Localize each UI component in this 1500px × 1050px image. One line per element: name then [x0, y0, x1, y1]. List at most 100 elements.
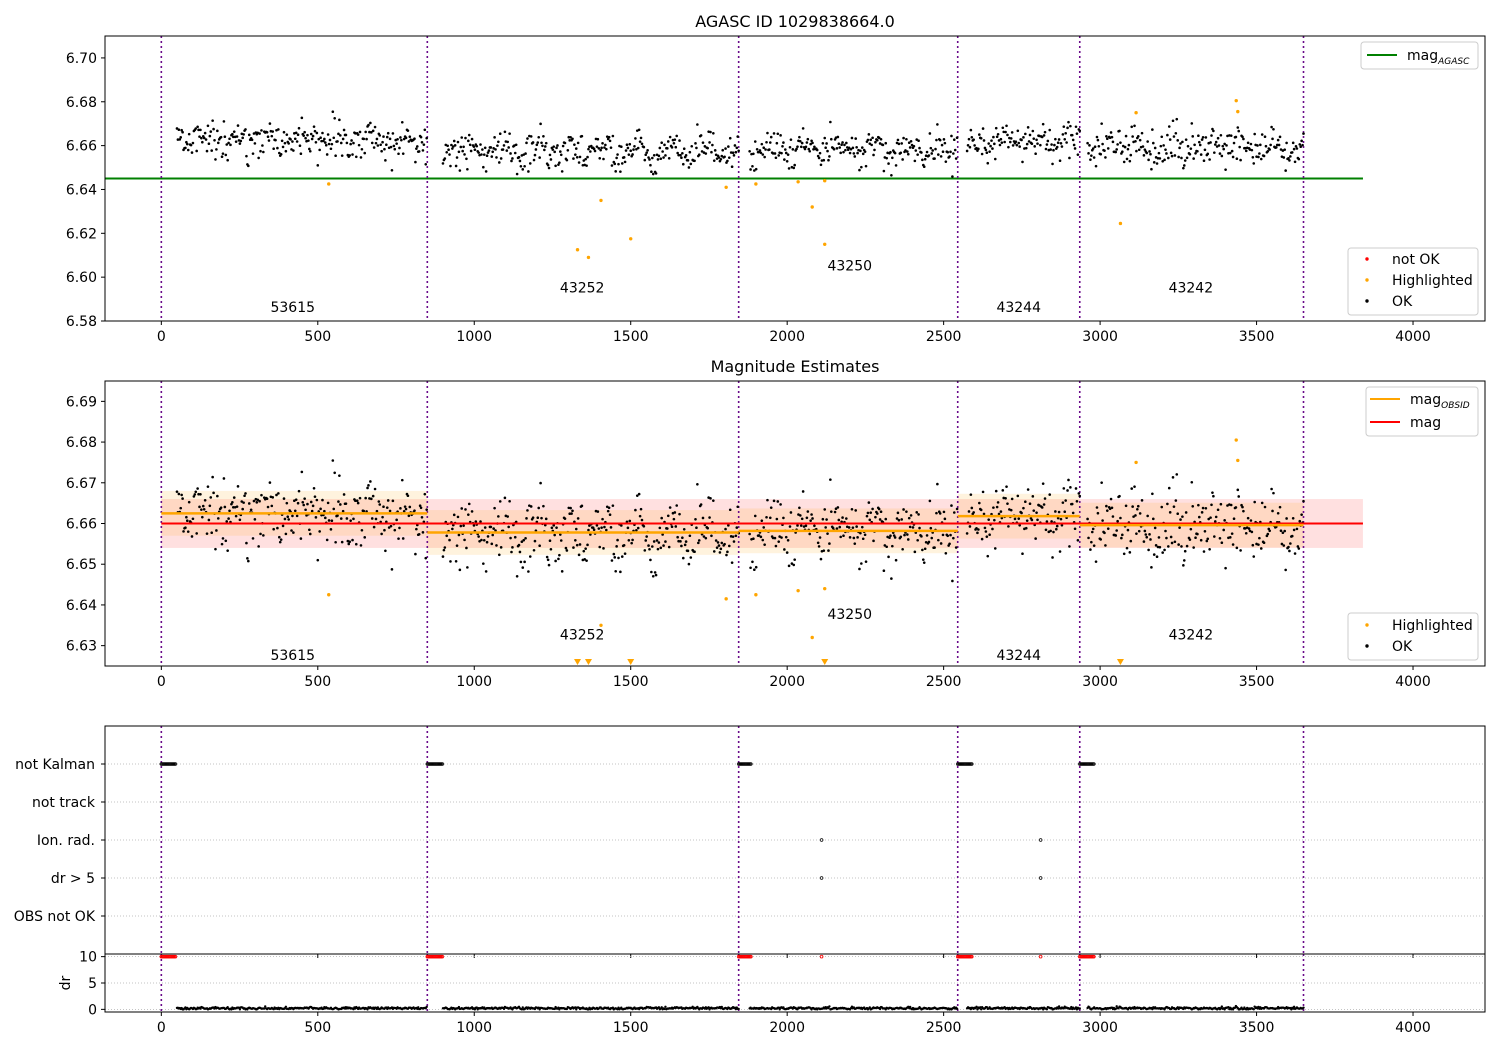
ok-point [521, 566, 525, 569]
ok-point [768, 516, 772, 520]
ok-point [993, 157, 997, 161]
x-tick-label: 1000 [456, 674, 492, 690]
ok-point [766, 131, 769, 135]
ok-point [712, 550, 716, 553]
ok-point [338, 118, 341, 122]
ok-point [986, 161, 990, 165]
ok-point [402, 137, 406, 141]
ok-point [1040, 135, 1044, 139]
offscale-marker [574, 659, 582, 665]
ok-point [1024, 526, 1028, 530]
ok-point [515, 575, 519, 578]
ok-point [819, 557, 823, 561]
ok-point [939, 155, 943, 158]
ok-point [990, 512, 993, 516]
ok-point [768, 141, 772, 144]
ok-point [616, 538, 619, 542]
ok-point [799, 514, 802, 517]
ok-point [1035, 511, 1038, 514]
ok-point [637, 128, 641, 132]
dr-point [737, 1007, 740, 1011]
ok-point [942, 138, 946, 141]
ok-point [1110, 506, 1114, 510]
ok-point [303, 497, 306, 500]
ok-point [949, 533, 952, 537]
ok-point [883, 544, 887, 547]
ok-point [507, 525, 510, 529]
ok-point [754, 565, 758, 569]
ok-point [1048, 128, 1052, 132]
ok-point [1292, 147, 1296, 151]
ok-point [758, 149, 762, 152]
ok-point [559, 153, 563, 157]
dr-point [457, 1005, 461, 1009]
ok-point [775, 141, 779, 145]
ok-point [1244, 531, 1248, 535]
ok-point [1074, 125, 1078, 129]
ok-point [1178, 526, 1181, 529]
ok-point [1214, 515, 1218, 519]
ok-point [249, 508, 253, 512]
ok-point [1124, 504, 1128, 508]
ok-point [219, 135, 223, 139]
ok-point [1017, 517, 1021, 520]
ok-point [1208, 158, 1211, 161]
ok-point [753, 514, 757, 518]
ok-point [356, 501, 360, 505]
ok-point [753, 568, 756, 572]
ok-point [232, 130, 236, 133]
ok-point [875, 512, 879, 515]
ok-point [1138, 512, 1142, 515]
ok-point [1004, 496, 1007, 500]
ok-point [295, 140, 299, 143]
ok-point [457, 150, 461, 154]
ok-point [191, 141, 195, 145]
ok-point [1075, 132, 1079, 135]
ok-point [818, 151, 822, 155]
ok-point [944, 160, 948, 163]
ok-point [342, 493, 346, 496]
ok-point [577, 161, 581, 164]
ok-point [373, 125, 377, 129]
ok-point [381, 515, 384, 519]
ok-point [608, 139, 612, 143]
ok-point [321, 131, 324, 135]
ok-point [1103, 531, 1106, 535]
ok-point [846, 148, 850, 152]
ok-point [331, 459, 335, 462]
ok-point [1127, 143, 1131, 147]
ok-point [536, 141, 540, 144]
ok-point [1069, 486, 1072, 489]
ok-point [539, 122, 542, 126]
ok-point [784, 535, 788, 539]
ok-point [783, 158, 786, 161]
ok-point [674, 145, 678, 149]
ok-point [827, 158, 830, 162]
ok-point [1016, 129, 1020, 133]
ok-point [497, 140, 500, 144]
ok-point [936, 123, 939, 126]
ok-point [870, 143, 873, 147]
ok-point [189, 143, 193, 147]
ok-point [1105, 137, 1109, 140]
ok-point [231, 135, 235, 139]
ok-point [673, 511, 677, 514]
ok-point [938, 138, 942, 142]
ok-point [864, 164, 868, 168]
ok-point [1225, 144, 1228, 147]
ok-point [548, 539, 552, 543]
ok-point [1269, 143, 1272, 147]
ok-point [638, 140, 642, 143]
ok-point [836, 506, 840, 509]
ok-point [1039, 143, 1042, 147]
ok-point [400, 478, 404, 482]
ok-point [1197, 503, 1200, 507]
ok-point [879, 137, 883, 141]
ok-point [1056, 141, 1060, 145]
ok-point [1061, 501, 1065, 504]
ok-point [1176, 512, 1180, 516]
ok-point [1202, 550, 1206, 553]
ok-point [197, 492, 200, 496]
ok-point [517, 543, 521, 547]
